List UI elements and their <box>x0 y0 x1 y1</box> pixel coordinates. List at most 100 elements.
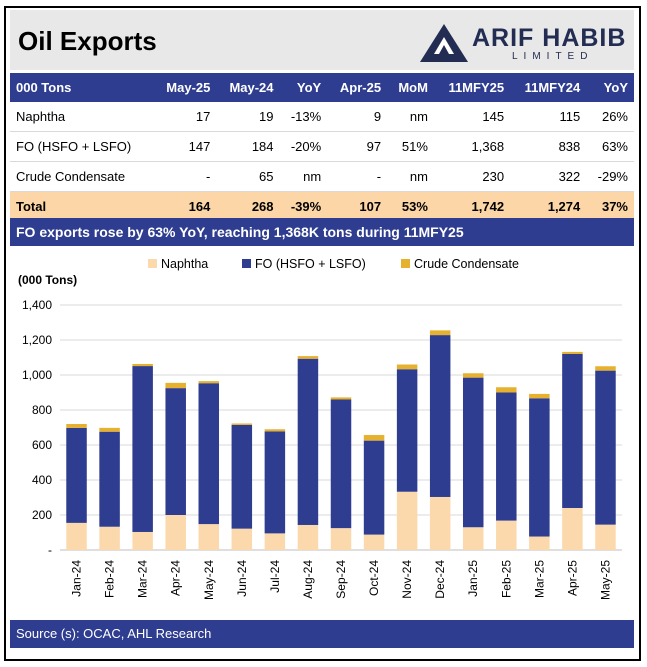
bar-segment-fo <box>529 398 550 537</box>
source-footer: Source (s): OCAC, AHL Research <box>10 620 634 648</box>
bar-segment-naphtha <box>198 524 220 550</box>
bar-segment-fo <box>429 335 451 497</box>
bar-segment-naphtha <box>264 533 286 550</box>
col-header: May-25 <box>153 73 217 102</box>
x-tick-label: Dec-24 <box>433 560 447 599</box>
bar-segment-naphtha <box>429 496 451 550</box>
bar-segment-condensate <box>330 397 352 400</box>
table-header-row: 000 Tons May-25 May-24 YoY Apr-25 MoM 11… <box>10 73 634 102</box>
x-tick-label: Sep-24 <box>334 560 348 599</box>
logo-triangle-icon <box>420 24 468 62</box>
table-cell: -20% <box>279 131 328 162</box>
legend-item-condensate: Crude Condensate <box>401 256 519 272</box>
table-cell: -13% <box>279 102 328 132</box>
bar-segment-fo <box>462 377 484 528</box>
table-cell: 145 <box>433 102 511 132</box>
y-tick-label: - <box>48 543 52 557</box>
bar-segment-naphtha <box>562 508 583 550</box>
table-cell: 17 <box>153 102 217 132</box>
bar-segment-naphtha <box>66 522 87 550</box>
col-header: YoY <box>586 73 634 102</box>
table-cell: 1,274 <box>510 191 587 221</box>
bar-segment-fo <box>99 431 120 527</box>
bar-segment-condensate <box>595 366 616 371</box>
legend-item-naphtha: Naphtha <box>148 256 208 272</box>
bar-segment-fo <box>496 392 517 521</box>
bar-segment-condensate <box>66 424 87 428</box>
bar-segment-condensate <box>396 364 418 370</box>
bar-segment-naphtha <box>529 536 550 550</box>
table-cell: 1,742 <box>433 191 511 221</box>
bar-segment-condensate <box>198 381 220 384</box>
bar-segment-fo <box>132 366 153 532</box>
logo-name: ARIF HABIB <box>472 24 627 52</box>
table-cell: 147 <box>153 131 217 162</box>
table-cell: 19 <box>216 102 280 132</box>
table-cell: nm <box>387 102 434 132</box>
bar-segment-condensate <box>165 382 186 389</box>
table-cell: 322 <box>510 161 587 192</box>
table-cell: 63% <box>586 131 634 162</box>
col-header: Apr-25 <box>327 73 388 102</box>
table-row: Naphtha 17 19 -13% 9 nm 145 115 26% <box>10 102 634 132</box>
bar-segment-condensate <box>529 393 550 399</box>
bar-segment-naphtha <box>595 524 616 550</box>
table-row: FO (HSFO + LSFO) 147 184 -20% 97 51% 1,3… <box>10 131 634 162</box>
x-tick-label: Nov-24 <box>400 560 414 599</box>
bar-segment-naphtha <box>165 515 186 550</box>
table-cell: 51% <box>387 131 434 162</box>
x-tick-label: Jan-24 <box>70 560 84 597</box>
table-cell: 838 <box>510 131 587 162</box>
table-cell: Crude Condensate <box>10 161 154 192</box>
bar-segment-fo <box>264 431 286 534</box>
x-tick-label: Aug-24 <box>301 560 315 599</box>
x-tick-label: Mar-25 <box>532 560 546 598</box>
col-header: May-24 <box>216 73 280 102</box>
y-tick-label: 400 <box>32 473 52 487</box>
y-tick-label: 200 <box>32 508 52 522</box>
bar-segment-condensate <box>231 423 253 425</box>
legend-label: FO (HSFO + LSFO) <box>255 257 366 271</box>
x-tick-label: Jan-25 <box>466 560 480 597</box>
header-bar: Oil Exports ARIF HABIB LIMITED <box>10 10 634 70</box>
bar-segment-fo <box>231 424 253 529</box>
table-cell: - <box>327 161 388 192</box>
oil-exports-table: 000 Tons May-25 May-24 YoY Apr-25 MoM 11… <box>10 73 634 221</box>
x-tick-label: Apr-24 <box>169 560 183 596</box>
legend-item-fo: FO (HSFO + LSFO) <box>242 256 366 272</box>
bar-segment-fo <box>396 369 418 492</box>
table-cell: 26% <box>586 102 634 132</box>
y-axis-label: (000 Tons) <box>18 273 78 287</box>
table-cell: nm <box>279 161 328 192</box>
bar-segment-naphtha <box>297 524 319 550</box>
table-cell: 115 <box>510 102 587 132</box>
legend-swatch <box>148 259 157 268</box>
stacked-bar-chart: - 200 400 600 800 1,000 1,200 1,400 Jan-24 Feb-24… <box>22 298 622 600</box>
table-cell: 9 <box>327 102 388 132</box>
y-tick-label: 1,000 <box>22 368 52 382</box>
col-header: 11MFY25 <box>433 73 511 102</box>
table-cell: - <box>153 161 217 192</box>
bar-segment-fo <box>595 370 616 525</box>
bar-segment-condensate <box>99 427 120 432</box>
bar-segment-naphtha <box>99 526 120 550</box>
bar-segment-fo <box>562 354 583 508</box>
bar-segment-condensate <box>297 356 319 359</box>
table-cell: 97 <box>327 131 388 162</box>
bar-segment-condensate <box>462 373 484 378</box>
bar-segment-naphtha <box>396 491 418 550</box>
table-cell: 268 <box>216 191 280 221</box>
table-cell: 230 <box>433 161 511 192</box>
bar-segment-naphtha <box>330 528 352 550</box>
table-cell: 164 <box>153 191 217 221</box>
bar-segment-fo <box>198 383 220 525</box>
bar-segment-condensate <box>562 351 583 354</box>
x-tick-label: May-25 <box>598 560 612 600</box>
headline-banner: FO exports rose by 63% YoY, reaching 1,3… <box>10 218 634 246</box>
bar-segment-condensate <box>264 429 286 432</box>
table-cell: 65 <box>216 161 280 192</box>
bar-segment-fo <box>330 399 352 529</box>
legend-label: Crude Condensate <box>414 257 519 271</box>
y-tick-label: 600 <box>32 438 52 452</box>
table-cell: -29% <box>586 161 634 192</box>
